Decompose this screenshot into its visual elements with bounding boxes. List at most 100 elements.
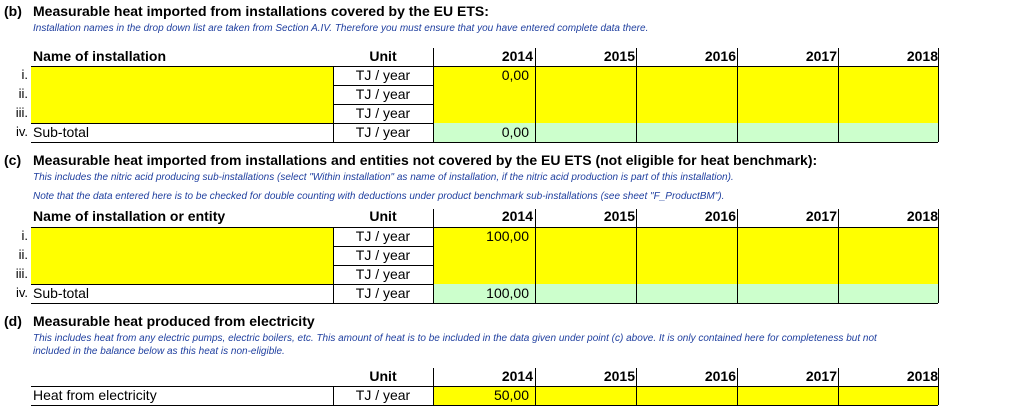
column-border	[737, 48, 738, 142]
installation-name-input[interactable]	[31, 104, 333, 123]
column-border	[333, 66, 334, 142]
heat-value-input[interactable]	[535, 265, 636, 284]
heat-value-input[interactable]: 100,00	[433, 227, 535, 246]
heat-value-input[interactable]	[636, 66, 737, 85]
column-border	[535, 209, 536, 303]
subtotal-value-cell	[535, 123, 636, 142]
name-column-header: Name of installation	[33, 48, 167, 64]
heat-value-input[interactable]	[737, 104, 838, 123]
row-number: i.	[21, 67, 29, 82]
column-border	[333, 386, 334, 405]
section-title: Measurable heat imported from installati…	[33, 3, 489, 19]
heat-value-input[interactable]	[737, 227, 838, 246]
section-label: (d)	[4, 313, 22, 329]
section-note: Installation names in the drop down list…	[33, 23, 649, 34]
heat-value-input[interactable]	[535, 104, 636, 123]
section-note: This includes heat from any electric pum…	[33, 333, 877, 344]
heat-value-input[interactable]	[737, 265, 838, 284]
heat-value-input[interactable]	[535, 85, 636, 104]
heat-value-input[interactable]	[535, 246, 636, 265]
subtotal-value-cell	[737, 123, 838, 142]
installation-name-input[interactable]	[31, 246, 333, 265]
heat-value-input[interactable]	[636, 85, 737, 104]
heat-value-input[interactable]	[737, 85, 838, 104]
heat-value-input[interactable]	[636, 104, 737, 123]
row-number: iii.	[15, 105, 28, 120]
column-border	[535, 368, 536, 405]
heat-value-input[interactable]	[838, 265, 938, 284]
row-number: ii.	[18, 247, 28, 262]
year-column-header: 2016	[704, 48, 736, 64]
heat-value-input[interactable]	[838, 104, 938, 123]
row-number: ii.	[18, 86, 28, 101]
row-number: iv.	[15, 285, 28, 300]
subtotal-value-cell: 0,00	[433, 123, 535, 142]
heat-value-input[interactable]	[535, 386, 636, 405]
heat-value-input[interactable]	[636, 227, 737, 246]
heat-value-input[interactable]	[737, 246, 838, 265]
heat-value-input[interactable]	[838, 85, 938, 104]
column-border	[938, 209, 939, 303]
unit-cell: TJ / year	[355, 266, 411, 282]
heat-value-input[interactable]	[737, 386, 838, 405]
heat-value-input[interactable]	[636, 265, 737, 284]
heat-value-input[interactable]: 0,00	[433, 66, 535, 85]
heat-value-input[interactable]	[433, 265, 535, 284]
subtotal-value-cell	[838, 123, 938, 142]
heat-value-input[interactable]	[433, 104, 535, 123]
year-column-header: 2017	[805, 208, 837, 224]
column-border	[535, 48, 536, 142]
column-border	[938, 48, 939, 142]
installation-name-input[interactable]	[31, 265, 333, 284]
section-note: Note that the data entered here is to be…	[33, 191, 725, 202]
heat-value-input[interactable]	[433, 246, 535, 265]
column-border	[333, 227, 334, 303]
subtotal-value-cell	[838, 284, 938, 303]
year-column-header: 2015	[603, 208, 635, 224]
installation-name-input[interactable]	[31, 85, 333, 104]
year-column-header: 2014	[501, 368, 533, 384]
section-title: Measurable heat imported from installati…	[33, 152, 818, 168]
header-border	[31, 386, 938, 387]
unit-cell: TJ / year	[355, 387, 411, 403]
column-border	[636, 368, 637, 405]
year-column-header: 2018	[906, 208, 938, 224]
subtotal-label: Sub-total	[33, 285, 90, 301]
section-note: This includes the nitric acid producing …	[33, 172, 734, 183]
column-border	[636, 48, 637, 142]
unit-cell: TJ / year	[355, 228, 411, 244]
installation-name-input[interactable]	[31, 66, 333, 85]
year-column-header: 2016	[704, 368, 736, 384]
heat-value-input[interactable]	[838, 386, 938, 405]
section-title: Measurable heat produced from electricit…	[33, 313, 315, 329]
column-border	[433, 368, 434, 405]
heat-value-input[interactable]: 50,00	[433, 386, 535, 405]
column-border	[433, 48, 434, 142]
heat-value-input[interactable]	[535, 66, 636, 85]
heat-value-input[interactable]	[636, 386, 737, 405]
installation-name-input[interactable]	[31, 227, 333, 246]
heat-value-input[interactable]	[838, 246, 938, 265]
heat-value-input[interactable]	[535, 227, 636, 246]
row-number: i.	[21, 228, 29, 243]
heat-value-input[interactable]	[838, 227, 938, 246]
unit-cell: TJ / year	[355, 86, 411, 102]
name-column-header: Name of installation or entity	[33, 208, 226, 224]
unit-cell: TJ / year	[355, 105, 411, 121]
year-column-header: 2014	[501, 48, 533, 64]
heat-value-input[interactable]	[737, 66, 838, 85]
heat-value-input[interactable]	[636, 246, 737, 265]
row-border	[31, 303, 938, 304]
subtotal-value-cell	[636, 284, 737, 303]
unit-column-header: Unit	[369, 368, 397, 384]
year-column-header: 2017	[805, 48, 837, 64]
subtotal-label: Sub-total	[33, 124, 90, 140]
unit-column-header: Unit	[369, 208, 397, 224]
column-border	[938, 368, 939, 405]
column-border	[737, 209, 738, 303]
heat-value-input[interactable]	[433, 85, 535, 104]
row-border	[31, 405, 938, 406]
subtotal-value-cell: 100,00	[433, 284, 535, 303]
subtotal-value-cell	[737, 284, 838, 303]
heat-value-input[interactable]	[838, 66, 938, 85]
